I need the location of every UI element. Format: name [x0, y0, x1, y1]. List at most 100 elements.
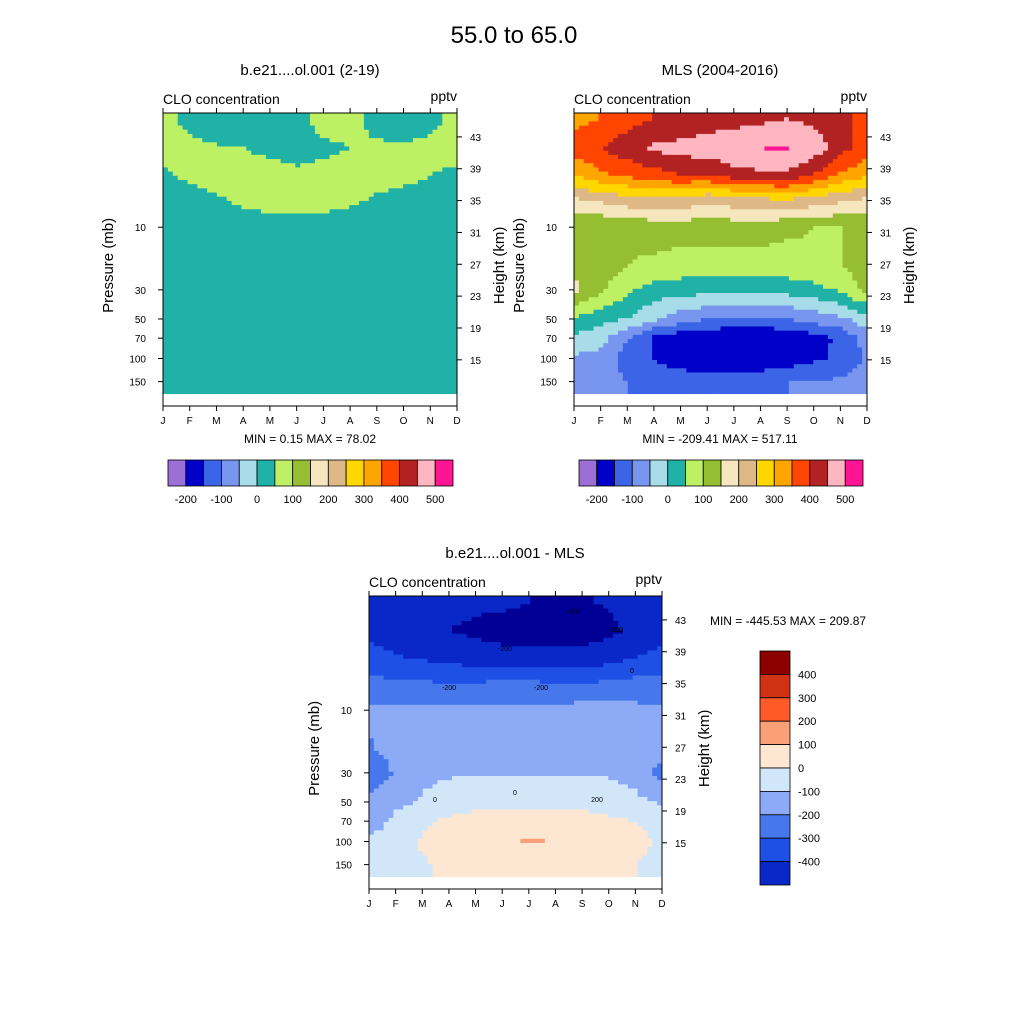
x-tick-label: J: [731, 416, 736, 427]
colorbar-box: [274, 459, 294, 487]
colorbar-box: [759, 674, 791, 699]
y2-tick-label: 19: [880, 324, 892, 335]
colorbar-box: [720, 459, 740, 487]
colorbar-box: [759, 720, 791, 746]
colorbar-box: [759, 767, 791, 792]
colorbar-box: [759, 861, 791, 886]
x-tick-label: M: [266, 416, 274, 427]
y-axis-label: Pressure (mb): [511, 218, 528, 313]
contour-field: [163, 113, 457, 406]
y2-tick-label: 23: [880, 292, 892, 303]
colorbar-label: 0: [798, 763, 804, 775]
x-tick-label: J: [500, 899, 505, 910]
contour-line-label: 0: [630, 668, 634, 675]
colorbar-label: -100: [210, 494, 232, 506]
colorbar-box: [809, 459, 828, 487]
colorbar-box: [844, 459, 864, 487]
contour-line-label: 200: [591, 797, 603, 804]
colorbar-label: -200: [586, 494, 608, 506]
x-tick-label: A: [552, 899, 559, 910]
colorbar-label: 300: [765, 494, 783, 506]
contour-line-label: -200: [498, 646, 512, 653]
colorbar-box: [203, 459, 222, 487]
y-tick-label: 100: [540, 355, 557, 366]
panel-right-label: pptv: [431, 88, 457, 104]
y-tick-label: 70: [546, 334, 558, 345]
colorbar-box: [759, 744, 791, 769]
colorbar: -200 -100 0 100 200 300 400 500: [167, 459, 454, 506]
y-tick-label: 50: [341, 798, 353, 809]
y-tick-label: 10: [546, 223, 558, 234]
colorbar-box: [185, 459, 205, 487]
colorbar-label: -300: [798, 833, 820, 845]
x-tick-label: J: [526, 899, 531, 910]
y2-axis-label: Height (km): [491, 227, 508, 305]
y2-tick-label: 43: [880, 133, 892, 144]
colorbar-box: [773, 459, 793, 487]
y-axis-label: Pressure (mb): [100, 218, 117, 313]
colorbar-box: [631, 459, 651, 487]
y2-axis-label: Height (km): [901, 227, 918, 305]
colorbar-box: [667, 459, 686, 487]
y2-tick-label: 27: [880, 260, 892, 271]
colorbar-label: 300: [355, 494, 373, 506]
x-tick-label: J: [367, 899, 372, 910]
colorbar-label: 500: [836, 494, 854, 506]
panel-title: b.e21....ol.001 - MLS: [445, 545, 584, 562]
y2-tick-label: 43: [470, 133, 482, 144]
y2-tick-label: 15: [470, 356, 482, 367]
x-tick-label: A: [240, 416, 247, 427]
colorbar-box: [327, 459, 347, 487]
colorbar-box: [310, 459, 329, 487]
x-tick-label: M: [623, 416, 631, 427]
y-tick-label: 70: [341, 817, 353, 828]
colorbar-label: 0: [665, 494, 671, 506]
colorbar-box: [649, 459, 669, 487]
contour-line-label: 0: [433, 797, 437, 804]
y-tick-label: 150: [540, 378, 557, 389]
panel-left-label: CLO concentration: [574, 91, 691, 107]
colorbar-box: [702, 459, 722, 487]
panel-title: MLS (2004-2016): [662, 62, 779, 79]
x-tick-label: J: [294, 416, 299, 427]
colorbar-label: 300: [798, 693, 816, 705]
colorbar-box: [434, 459, 454, 487]
x-tick-label: F: [187, 416, 193, 427]
colorbar-label: 400: [801, 494, 819, 506]
x-tick-label: D: [453, 416, 460, 427]
colorbar-box: [827, 459, 846, 487]
panel-title: b.e21....ol.001 (2-19): [240, 62, 379, 79]
x-tick-label: M: [471, 899, 479, 910]
colorbar-box: [238, 459, 258, 487]
model-panel: b.e21....ol.001 (2-19) CLO concentration p…: [100, 62, 508, 506]
y2-tick-label: 39: [470, 165, 482, 176]
x-tick-label: M: [676, 416, 684, 427]
y-tick-label: 30: [546, 286, 558, 297]
mls-panel: MLS (2004-2016) CLO concentration pptv J F M A…: [511, 62, 918, 506]
y-axis-label: Pressure (mb): [306, 701, 323, 796]
y-tick-label: 30: [135, 286, 147, 297]
x-tick-label: D: [863, 416, 870, 427]
contour-line-label: -300: [609, 627, 623, 634]
colorbar-box: [221, 459, 240, 487]
x-tick-label: M: [212, 416, 220, 427]
colorbar-label: 200: [730, 494, 748, 506]
x-tick-label: N: [837, 416, 844, 427]
min-max-stats: MIN = -209.41 MAX = 517.11: [642, 432, 798, 446]
y2-axis-label: Height (km): [696, 710, 713, 788]
y2-tick-label: 19: [470, 324, 482, 335]
y2-tick-label: 35: [880, 197, 892, 208]
colorbar-label: 100: [798, 740, 816, 752]
colorbar-box: [791, 459, 811, 487]
colorbar-box: [416, 459, 436, 487]
panel-right-label: pptv: [841, 88, 867, 104]
contour-field: [369, 596, 662, 889]
panel-left-label: CLO concentration: [369, 574, 486, 590]
colorbar-label: 200: [798, 716, 816, 728]
colorbar: -200 -100 0 100 200 300 400 500: [578, 459, 864, 506]
plot-frame: [368, 595, 663, 890]
colorbar-box: [759, 791, 791, 816]
x-tick-label: O: [400, 416, 408, 427]
colorbar-label: 400: [798, 669, 816, 681]
colorbar-label: -400: [798, 857, 820, 869]
